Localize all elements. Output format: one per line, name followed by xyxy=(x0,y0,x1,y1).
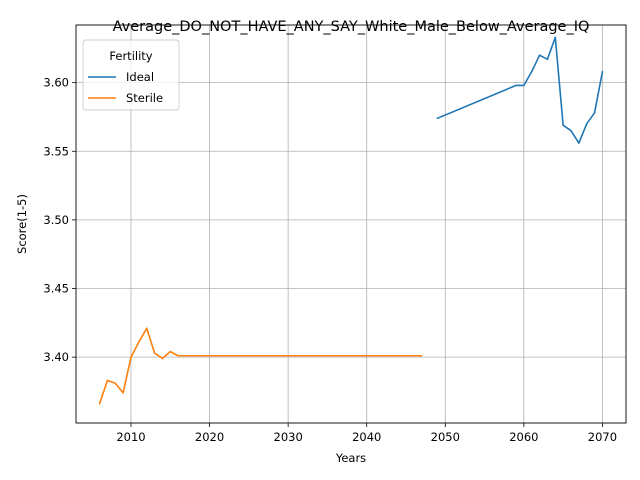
data-point-sterile xyxy=(365,354,368,357)
y-axis-ticks: 3.40 3.45 3.50 3.55 3.60 xyxy=(43,76,76,364)
data-point-ideal xyxy=(578,142,580,144)
legend-title: Fertility xyxy=(109,49,152,63)
data-point-ideal xyxy=(585,123,588,125)
data-point-ideal xyxy=(530,70,533,73)
x-axis-label: Years xyxy=(335,451,366,465)
legend-label-ideal: Ideal xyxy=(126,70,154,84)
series-line-sterile xyxy=(98,327,422,405)
series-lines xyxy=(98,36,604,405)
y-tick-label: 3.45 xyxy=(43,282,69,296)
data-point-ideal xyxy=(538,54,541,56)
data-point-sterile xyxy=(98,402,101,405)
data-point-ideal xyxy=(562,124,564,126)
data-point-ideal xyxy=(523,84,525,87)
data-point-sterile xyxy=(122,392,124,394)
x-tick-label: 2060 xyxy=(509,430,538,444)
data-point-sterile xyxy=(287,354,289,357)
y-axis-label: Score(1-5) xyxy=(15,194,29,254)
data-point-sterile xyxy=(106,379,109,382)
data-point-sterile xyxy=(153,352,156,354)
x-axis-ticks: 2010 2020 2030 2040 2050 2060 2070 xyxy=(116,423,617,444)
data-point-sterile xyxy=(177,354,179,357)
x-tick-label: 2040 xyxy=(352,430,381,444)
legend: Fertility Ideal Sterile xyxy=(82,39,180,111)
x-tick-label: 2010 xyxy=(116,430,145,444)
data-point-sterile xyxy=(138,341,140,343)
data-point-sterile xyxy=(114,382,117,385)
data-point-sterile xyxy=(145,327,148,330)
data-point-ideal xyxy=(554,36,557,39)
data-point-sterile xyxy=(130,356,132,358)
y-tick-label: 3.50 xyxy=(43,213,69,227)
data-point-sterile xyxy=(161,357,164,360)
data-point-ideal xyxy=(546,58,549,61)
data-point-ideal xyxy=(593,112,596,114)
plot-frame xyxy=(75,24,627,424)
grid xyxy=(76,25,626,423)
data-point-ideal xyxy=(601,70,604,73)
x-tick-label: 2050 xyxy=(431,430,460,444)
x-tick-label: 2030 xyxy=(274,430,303,444)
x-tick-label: 2020 xyxy=(195,430,224,444)
data-point-ideal xyxy=(436,117,439,120)
chart-title: Average_DO_NOT_HAVE_ANY_SAY_White_Male_B… xyxy=(113,19,590,35)
data-point-ideal xyxy=(515,84,517,87)
data-point-sterile xyxy=(420,354,423,357)
y-tick-label: 3.60 xyxy=(43,76,69,90)
data-point-ideal xyxy=(570,129,572,132)
data-point-sterile xyxy=(208,354,211,357)
y-tick-label: 3.55 xyxy=(43,144,69,158)
y-tick-label: 3.40 xyxy=(43,350,69,364)
legend-box xyxy=(82,39,180,111)
x-tick-label: 2070 xyxy=(588,430,617,444)
data-point-sterile xyxy=(169,350,172,353)
data-point-sterile xyxy=(185,354,187,357)
legend-label-sterile: Sterile xyxy=(126,91,163,105)
